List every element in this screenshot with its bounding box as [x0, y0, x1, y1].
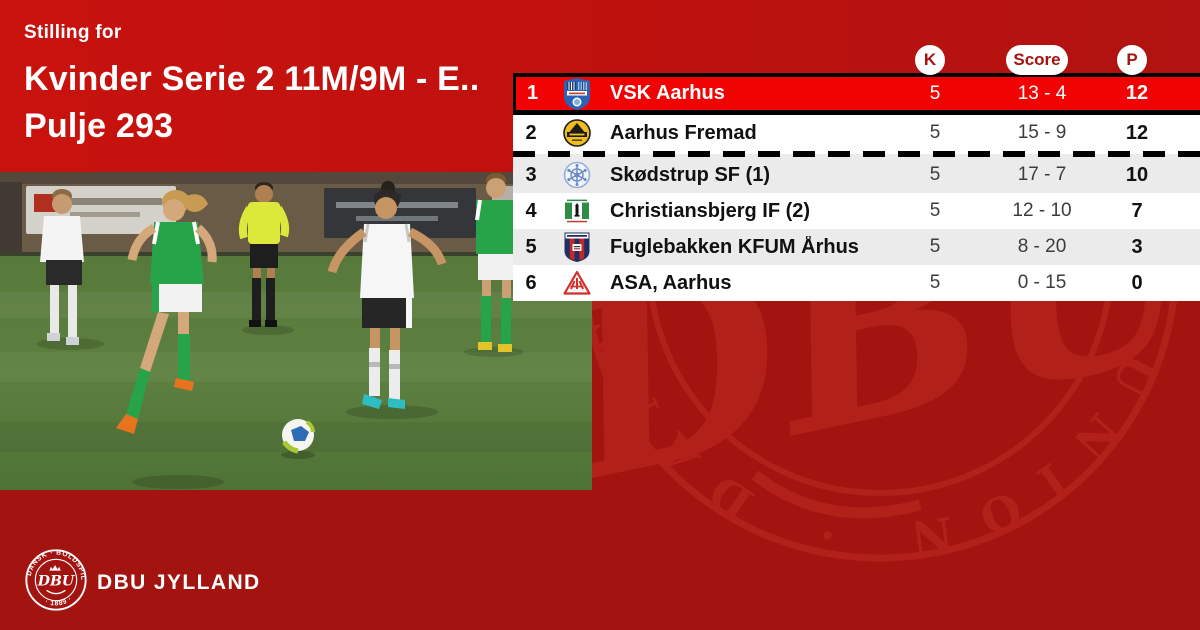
table-row-2: 2 Aarhus Fremad 5 15 - 9 12: [513, 115, 1200, 151]
table-row-1: 1 VSK Aarhus 5 13 - 4 12: [513, 77, 1200, 110]
title-block: Stilling for Kvinder Serie 2 11M/9M - E.…: [24, 22, 479, 150]
rank: 4: [525, 199, 537, 222]
points-value: 10: [1125, 163, 1149, 186]
score-value: 0 - 15: [1017, 272, 1067, 293]
page-title-line1: Kvinder Serie 2 11M/9M - E..: [24, 60, 480, 98]
dbu-crest-icon: DANSK · BOLDSPIL · UNION · 1889 · DBU: [24, 546, 88, 619]
rank: 1: [526, 82, 539, 104]
player-green-blond: [116, 190, 217, 434]
matches-value: 5: [929, 82, 941, 104]
skoedstrup-sf-crest-icon: [549, 161, 605, 189]
points-value: 3: [1131, 235, 1143, 258]
points-value: 7: [1131, 199, 1143, 222]
score-value: 8 - 20: [1017, 236, 1067, 257]
matches-value: 5: [929, 164, 941, 185]
team-name: VSK Aarhus: [610, 82, 725, 104]
rank: 3: [525, 163, 537, 186]
column-header-score: Score: [1006, 45, 1068, 75]
rank: 6: [525, 271, 537, 294]
column-header-matches: K: [915, 45, 945, 75]
matches-value: 5: [929, 200, 941, 221]
team-name: Fuglebakken KFUM Århus: [610, 235, 859, 258]
matches-value: 5: [929, 236, 941, 257]
team-name: Christiansbjerg IF (2): [610, 199, 811, 222]
table-row-6: 6 ASA, Aarhus 5 0 - 15 0: [513, 265, 1200, 301]
points-value: 0: [1131, 271, 1143, 294]
table-row-3: 3 Skødstrup SF (1) 5: [513, 157, 1200, 193]
team-name: Skødstrup SF (1): [610, 163, 771, 186]
team-name: ASA, Aarhus: [610, 271, 732, 294]
points-value: 12: [1125, 82, 1149, 104]
page-title-line2: Pulje 293: [24, 107, 174, 145]
referee: [238, 182, 290, 327]
team-name: Aarhus Fremad: [610, 121, 757, 144]
score-value: 13 - 4: [1017, 82, 1067, 104]
match-photo: [0, 172, 592, 490]
player-white-left: [40, 189, 84, 345]
vsk-aarhus-crest-icon: [549, 77, 605, 110]
score-value: 12 - 10: [1012, 200, 1072, 221]
matches-value: 5: [929, 272, 941, 293]
asa-aarhus-crest-icon: [549, 270, 605, 296]
match-photo-illustration: [0, 172, 592, 490]
football: [281, 419, 315, 459]
table-row-5: 5: [513, 229, 1200, 265]
crown-icon: [49, 564, 61, 571]
table-row-4: 4 Christiansbjerg IF (2) 5 12 - 10 7: [513, 193, 1200, 229]
matches-value: 5: [929, 122, 941, 143]
aarhus-fremad-crest-icon: [549, 119, 605, 147]
laurel-icon: [46, 589, 66, 595]
fuglebakken-kfum-crest-icon: [549, 232, 605, 262]
org-name: DBU JYLLAND: [97, 570, 261, 594]
points-value: 12: [1125, 121, 1149, 144]
footer: DANSK · BOLDSPIL · UNION · 1889 · DBU DB…: [24, 546, 261, 619]
rank: 5: [525, 235, 537, 258]
standings-table: K Score P 1 VSK Aarhus 5 1: [513, 45, 1200, 301]
player-white-centre: [327, 181, 447, 409]
score-value: 17 - 7: [1017, 164, 1067, 185]
dbu-crest-monogram: DBU: [37, 574, 76, 590]
eyebrow-label: Stilling for: [24, 22, 122, 43]
rank: 2: [525, 121, 537, 144]
christiansbjerg-if-crest-icon: [549, 196, 605, 226]
score-value: 15 - 9: [1017, 122, 1067, 143]
player-green-right: [475, 173, 520, 352]
column-header-points: P: [1117, 45, 1147, 75]
